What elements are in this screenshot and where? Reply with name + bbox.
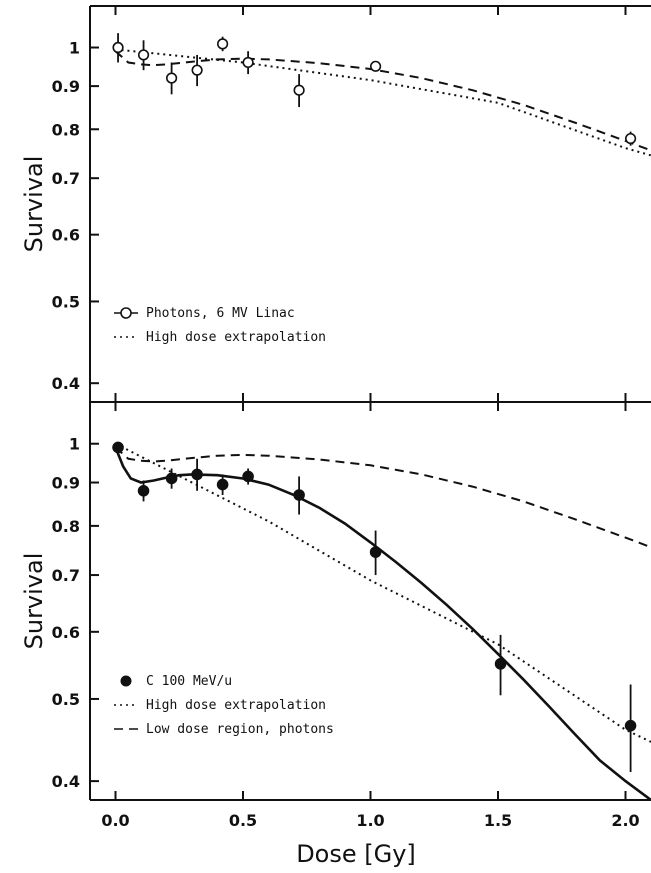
y-axis-title: Survival bbox=[20, 553, 48, 650]
data-point bbox=[624, 132, 637, 145]
y-tick-label: 0.6 bbox=[52, 623, 80, 642]
legend-item: High dose extrapolation bbox=[114, 330, 326, 345]
data-point bbox=[165, 472, 178, 485]
data-point bbox=[191, 64, 203, 76]
legend-marker bbox=[120, 307, 132, 319]
data-point bbox=[293, 84, 305, 96]
x-tick-label: 0.5 bbox=[229, 811, 257, 830]
series-curve-dashed bbox=[114, 50, 651, 152]
y-tick-label: 0.7 bbox=[52, 566, 80, 585]
y-tick-label: 0.9 bbox=[52, 77, 80, 96]
legend-item: Low dose region, photons bbox=[114, 722, 334, 737]
y-tick-label: 0.7 bbox=[52, 169, 80, 188]
legend-label: High dose extrapolation bbox=[146, 330, 326, 345]
series-curve-dashed bbox=[114, 446, 651, 549]
data-point bbox=[137, 484, 150, 497]
y-tick-label: 0.8 bbox=[52, 517, 80, 536]
legend-item: Photons, 6 MV Linac bbox=[114, 306, 295, 321]
x-tick-label: 0.0 bbox=[101, 811, 129, 830]
y-tick-label: 0.4 bbox=[52, 374, 80, 393]
y-tick-label: 0.8 bbox=[52, 120, 80, 139]
y-tick-label: 0.9 bbox=[52, 474, 80, 493]
chart-panel-2: 1 0.9 0.8 0.7 0.6 0.5 0.4 0.0 0.5 1.0 1.5 2.0 Surviv… bbox=[20, 401, 651, 830]
data-point bbox=[242, 470, 254, 483]
y-tick-label: 0.5 bbox=[52, 292, 80, 311]
legend-marker bbox=[120, 675, 132, 687]
y-tick-label: 0.6 bbox=[52, 226, 80, 245]
x-tick-label: 1.0 bbox=[356, 811, 384, 830]
data-point bbox=[216, 478, 229, 491]
data-point bbox=[494, 658, 507, 670]
series-curve-solid bbox=[114, 446, 651, 800]
data-point bbox=[369, 546, 382, 558]
data-point bbox=[137, 49, 150, 61]
legend-item: C 100 MeV/u bbox=[120, 674, 232, 689]
x-tick-label: 1.5 bbox=[484, 811, 512, 830]
y-tick-label: 1 bbox=[69, 39, 80, 58]
panels: 1 0.9 0.8 0.7 0.6 0.5 0.4 Survival Photons, 6 MV… bbox=[20, 5, 651, 830]
data-point bbox=[624, 719, 637, 732]
data-point bbox=[370, 60, 382, 72]
legend-label: Photons, 6 MV Linac bbox=[146, 306, 295, 321]
x-axis-title: Dose [Gy] bbox=[296, 840, 416, 868]
chart-panel-1: 1 0.9 0.8 0.7 0.6 0.5 0.4 Survival Photons, 6 MV… bbox=[20, 5, 651, 403]
data-point bbox=[217, 38, 229, 50]
y-tick-label: 0.5 bbox=[52, 690, 80, 709]
data-point bbox=[242, 56, 254, 69]
y-axis-title: Survival bbox=[20, 156, 48, 253]
legend-label: Low dose region, photons bbox=[146, 722, 334, 737]
data-point bbox=[166, 72, 178, 84]
data-point bbox=[191, 468, 203, 481]
legend-item: High dose extrapolation bbox=[114, 698, 326, 713]
x-tick-label: 2.0 bbox=[611, 811, 639, 830]
series-curve-dotted bbox=[115, 442, 651, 743]
legend-label: C 100 MeV/u bbox=[146, 674, 232, 689]
data-point bbox=[293, 489, 305, 501]
y-tick-label: 1 bbox=[69, 435, 80, 454]
legend-label: High dose extrapolation bbox=[146, 698, 326, 713]
data-point bbox=[112, 41, 124, 54]
y-tick-label: 0.4 bbox=[52, 772, 80, 791]
data-point bbox=[112, 441, 124, 454]
